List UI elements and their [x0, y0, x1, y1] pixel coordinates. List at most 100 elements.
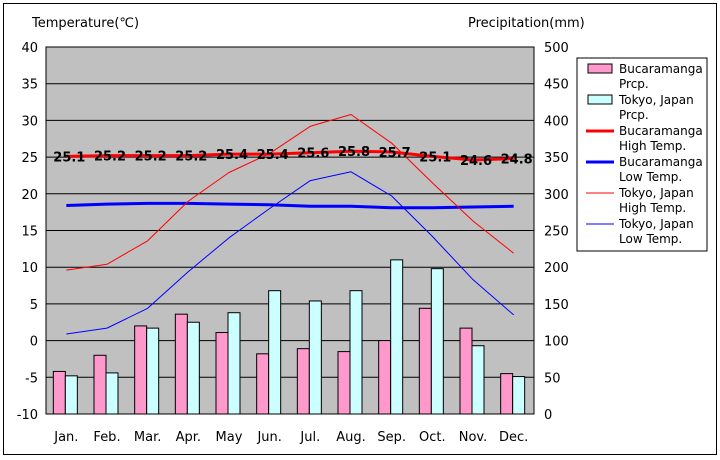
legend-label: Low Temp. [619, 232, 682, 246]
bar [174, 313, 188, 415]
right-tick-label: 500 [544, 41, 569, 56]
legend-label: Prcp. [619, 77, 649, 91]
legend-label: Tokyo, Japan [618, 217, 694, 231]
x-tick-label: Dec. [499, 430, 528, 445]
gridlines [46, 83, 534, 378]
left-tick-label: -10 [17, 408, 38, 423]
x-tick-label: Aug. [336, 430, 366, 445]
x-tick-label: Apr. [176, 430, 201, 445]
bar [296, 348, 310, 415]
bar [268, 290, 282, 415]
left-tick-label: 20 [21, 188, 38, 203]
right-tick-label: 200 [544, 261, 569, 276]
right-tick-label: 300 [544, 188, 569, 203]
left-tick-label: -5 [25, 371, 38, 386]
bar [430, 268, 444, 415]
data-label: 25.8 [338, 145, 370, 160]
bar [64, 375, 78, 415]
right-tick-label: 450 [544, 78, 569, 93]
bar [337, 351, 351, 415]
temperature-lines [66, 114, 514, 335]
series-line [66, 171, 514, 335]
bar [512, 376, 526, 415]
data-label: 24.6 [460, 154, 492, 169]
bar [227, 312, 241, 415]
bar [146, 327, 160, 415]
right-tick-labels: 0 50 100 150 200 250 300 350 400 450 500 [544, 41, 569, 423]
bar [390, 259, 404, 415]
left-tick-labels: -10 -5 0 5 10 15 20 25 30 35 40 [17, 41, 38, 423]
legend-label: Low Temp. [619, 170, 682, 184]
series-line [66, 201, 514, 210]
legend-label: Tokyo, Japan [618, 186, 694, 200]
left-tick-label: 0 [30, 335, 38, 350]
data-label: 25.6 [297, 147, 329, 162]
right-tick-label: 50 [544, 371, 561, 386]
bar [93, 354, 107, 415]
right-axis-title: Precipitation(mm) [468, 16, 585, 31]
precipitation-bars [52, 259, 526, 415]
right-tick-label: 150 [544, 298, 569, 313]
bar [418, 307, 432, 415]
data-label: 25.2 [135, 150, 167, 165]
left-tick-label: 10 [21, 261, 38, 276]
data-label: 25.4 [216, 148, 248, 163]
x-tick-label: Jun. [256, 430, 281, 445]
data-label: 25.2 [94, 150, 126, 165]
left-tick-label: 40 [21, 41, 38, 56]
x-tick-label: Jul. [299, 430, 320, 445]
bar [500, 373, 514, 415]
right-tick-label: 100 [544, 335, 569, 350]
left-tick-label: 25 [21, 151, 38, 166]
series-line [66, 149, 514, 162]
x-tick-label: Feb. [93, 430, 120, 445]
right-tick-label: 350 [544, 151, 569, 166]
legend-label: Bucaramanga [619, 124, 703, 138]
left-tick-label: 30 [21, 114, 38, 129]
data-label: 25.4 [257, 148, 289, 163]
bar [471, 345, 485, 415]
value-labels: 25.1 25.2 25.2 25.2 25.4 25.4 25.6 25.8 25.7 25.1… [53, 145, 532, 169]
bar [186, 321, 200, 415]
series-line [66, 114, 514, 271]
bar [134, 325, 148, 415]
legend-label: Tokyo, Japan [618, 93, 694, 107]
bar [105, 372, 119, 415]
legend-label: High Temp. [619, 201, 686, 215]
bar [308, 300, 322, 415]
right-tick-label: 250 [544, 225, 569, 240]
data-label: 25.7 [379, 146, 411, 161]
data-label: 25.1 [419, 150, 451, 165]
left-tick-label: 5 [30, 298, 38, 313]
x-tick-label: Mar. [134, 430, 161, 445]
x-tick-label: Oct. [419, 430, 446, 445]
data-label: 25.1 [53, 150, 85, 165]
x-tick-labels: Jan. Feb. Mar. Apr. May Jun. Jul. Aug. Sep. Oct. N… [53, 430, 528, 445]
bar [52, 370, 66, 415]
left-tick-label: 15 [21, 225, 38, 240]
legend-label: Bucaramanga [619, 155, 703, 169]
x-tick-label: May [216, 430, 243, 445]
bar [256, 353, 270, 415]
x-tick-label: Jan. [53, 430, 78, 445]
legend-box [576, 57, 708, 252]
left-tick-label: 35 [21, 78, 38, 93]
right-tick-label: 0 [544, 408, 552, 423]
x-tick-label: Nov. [459, 430, 488, 445]
legend-label: Prcp. [619, 108, 649, 122]
bar [215, 332, 229, 415]
bar [378, 340, 392, 415]
data-label: 25.2 [175, 150, 207, 165]
bar [349, 290, 363, 415]
data-label: 24.8 [501, 153, 533, 168]
x-tick-label: Sep. [377, 430, 406, 445]
legend-swatch [587, 94, 613, 105]
right-tick-label: 400 [544, 114, 569, 129]
legend-label: High Temp. [619, 139, 686, 153]
legend-swatch [587, 63, 613, 74]
left-axis-title: Temperature(℃) [31, 16, 139, 31]
legend-label: Bucaramanga [619, 62, 703, 76]
bar [459, 327, 473, 415]
